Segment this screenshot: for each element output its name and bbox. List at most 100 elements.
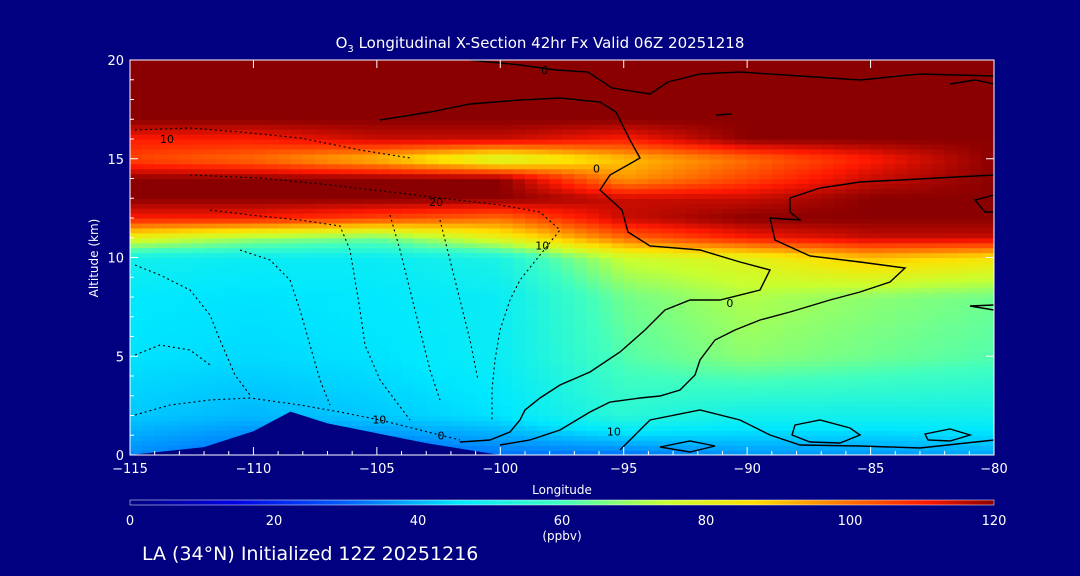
field-cell — [475, 109, 489, 115]
field-cell — [895, 287, 909, 293]
field-cell — [981, 158, 994, 165]
field-cell — [130, 376, 143, 382]
field-cell — [364, 405, 378, 412]
field-cell — [870, 267, 884, 273]
field-cell — [697, 361, 711, 367]
field-cell — [204, 252, 217, 259]
field-cell — [204, 134, 217, 140]
field-cell — [685, 193, 699, 199]
field-cell — [722, 163, 736, 170]
field-cell — [821, 203, 835, 209]
field-cell — [315, 366, 329, 372]
field-cell — [315, 346, 329, 352]
field-cell — [611, 410, 625, 417]
field-cell — [747, 395, 761, 402]
field-cell — [191, 183, 205, 189]
field-cell — [426, 390, 440, 397]
field-cell — [574, 168, 588, 175]
field-cell — [475, 257, 489, 264]
field-cell — [623, 336, 637, 343]
field-cell — [179, 356, 193, 362]
field-cell — [450, 119, 464, 125]
field-cell — [302, 208, 316, 214]
field-cell — [241, 346, 255, 352]
field-cell — [895, 124, 909, 130]
field-cell — [882, 257, 896, 264]
field-cell — [784, 272, 798, 278]
field-cell — [932, 287, 946, 293]
field-cell — [623, 203, 637, 209]
field-cell — [167, 183, 180, 189]
field-cell — [784, 218, 798, 224]
field-cell — [969, 104, 983, 110]
field-cell — [648, 390, 662, 397]
field-cell — [981, 143, 994, 150]
field-cell — [265, 321, 279, 328]
field-cell — [500, 366, 514, 372]
field-cell — [364, 119, 378, 125]
field-cell — [956, 425, 970, 431]
field-cell — [821, 173, 835, 180]
field-cell — [969, 405, 983, 412]
field-cell — [401, 119, 415, 125]
field-cell — [179, 99, 193, 106]
field-cell — [969, 376, 983, 382]
field-cell — [697, 247, 711, 254]
field-cell — [734, 143, 748, 150]
field-cell — [327, 282, 341, 288]
field-cell — [784, 188, 798, 194]
field-cell — [685, 218, 699, 224]
field-cell — [512, 232, 526, 239]
field-cell — [426, 297, 440, 303]
field-cell — [179, 371, 193, 377]
field-cell — [808, 213, 822, 219]
field-cell — [623, 222, 637, 229]
field-cell — [833, 267, 847, 273]
field-cell — [512, 114, 526, 120]
field-cell — [685, 306, 699, 313]
field-cell — [919, 208, 933, 214]
field-cell — [327, 420, 341, 426]
field-cell — [524, 400, 538, 407]
field-cell — [673, 311, 687, 318]
field-cell — [882, 346, 896, 352]
field-cell — [969, 114, 983, 120]
field-cell — [969, 277, 983, 283]
field-cell — [771, 143, 785, 150]
field-cell — [722, 390, 736, 397]
field-cell — [401, 99, 415, 106]
field-cell — [784, 292, 798, 298]
field-cell — [401, 336, 415, 343]
field-cell — [611, 346, 625, 352]
field-cell — [500, 371, 514, 377]
field-cell — [537, 173, 551, 180]
field-cell — [475, 119, 489, 125]
field-cell — [364, 168, 378, 175]
field-cell — [450, 282, 464, 288]
field-cell — [648, 410, 662, 417]
field-cell — [302, 297, 316, 303]
field-cell — [981, 425, 994, 431]
field-cell — [574, 297, 588, 303]
field-cell — [154, 292, 168, 298]
field-cell — [611, 415, 625, 422]
field-cell — [907, 183, 921, 189]
field-cell — [426, 139, 440, 145]
field-cell — [487, 163, 501, 170]
field-cell — [858, 361, 872, 367]
field-cell — [574, 450, 588, 455]
field-cell — [623, 311, 637, 318]
field-cell — [562, 163, 575, 170]
field-cell — [167, 385, 180, 392]
field-cell — [685, 341, 699, 347]
field-cell — [907, 410, 921, 417]
field-cell — [710, 287, 724, 293]
field-cell — [352, 168, 366, 175]
field-cell — [870, 153, 884, 160]
field-cell — [475, 341, 489, 347]
field-cell — [919, 366, 933, 372]
field-cell — [673, 400, 687, 407]
field-cell — [401, 222, 415, 229]
field-cell — [833, 321, 847, 328]
field-cell — [389, 193, 403, 199]
